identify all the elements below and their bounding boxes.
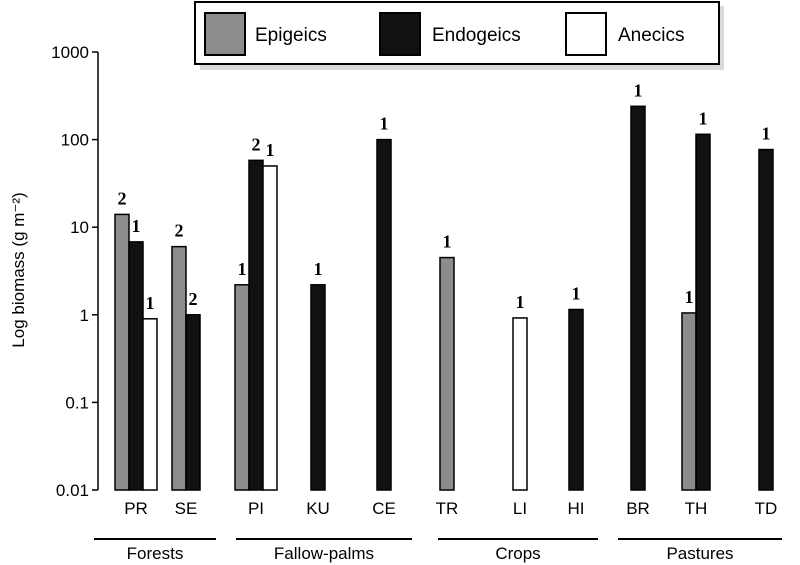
bar-value-label: 1 bbox=[634, 80, 643, 100]
bar-endogeics-br bbox=[630, 105, 646, 491]
x-tick-label-th: TH bbox=[685, 499, 708, 518]
x-tick-label-pr: PR bbox=[124, 499, 148, 518]
bar-value-label: 1 bbox=[266, 140, 275, 160]
bar-value-label: 1 bbox=[314, 259, 323, 279]
group-label-forests: Forests bbox=[127, 544, 184, 563]
y-axis-ticks: 0.01 0.1 1 10 100 1000 bbox=[51, 43, 98, 500]
bar-value-label: 2 bbox=[252, 134, 261, 154]
bar-value-label: 1 bbox=[685, 287, 694, 307]
legend-swatch-endogeics bbox=[379, 12, 421, 56]
group-label-crops: Crops bbox=[495, 544, 540, 563]
bar-value-label: 1 bbox=[380, 114, 389, 134]
y-tick-label: 0.01 bbox=[56, 481, 89, 500]
y-tick-label: 1000 bbox=[51, 43, 89, 62]
bar-value-label: 1 bbox=[699, 108, 708, 128]
bar-epigeics-th bbox=[681, 312, 697, 491]
bar-value-label: 1 bbox=[443, 232, 452, 252]
bar-endogeics-pi bbox=[248, 159, 264, 491]
bar-anecics-pi bbox=[262, 165, 278, 491]
bar-value-label: 2 bbox=[118, 188, 127, 208]
x-tick-label-tr: TR bbox=[436, 499, 459, 518]
legend-label-epigeics: Epigeics bbox=[255, 25, 327, 46]
bar-anecics-pr bbox=[142, 318, 158, 491]
legend-label-anecics: Anecics bbox=[618, 25, 685, 46]
group-label-pastures: Pastures bbox=[666, 544, 733, 563]
bar-endogeics-pr bbox=[128, 241, 144, 491]
x-tick-label-ku: KU bbox=[306, 499, 330, 518]
bar-epigeics-se bbox=[171, 245, 187, 491]
bar-epigeics-tr bbox=[439, 256, 455, 491]
bar-endogeics-ku bbox=[310, 284, 326, 491]
y-tick-label: 10 bbox=[70, 218, 89, 237]
y-axis-label: Log biomass (g m⁻²) bbox=[9, 192, 28, 347]
x-tick-label-br: BR bbox=[626, 499, 650, 518]
x-tick-label-pi: PI bbox=[248, 499, 264, 518]
group-brackets: Forests Fallow-palms Crops Pastures bbox=[94, 538, 782, 563]
bar-value-label: 1 bbox=[516, 292, 525, 312]
bar-endogeics-hi bbox=[568, 308, 584, 491]
bar-value-label: 1 bbox=[146, 293, 155, 313]
group-label-fallow-palms: Fallow-palms bbox=[274, 544, 374, 563]
x-tick-label-ce: CE bbox=[372, 499, 396, 518]
x-tick-label-td: TD bbox=[755, 499, 778, 518]
x-tick-label-hi: HI bbox=[568, 499, 585, 518]
y-tick-label: 100 bbox=[61, 131, 89, 150]
legend: Epigeics Endogeics Anecics bbox=[194, 1, 724, 70]
y-tick-label: 1 bbox=[80, 306, 89, 325]
bar-anecics-li bbox=[512, 317, 528, 491]
legend-label-endogeics: Endogeics bbox=[432, 25, 521, 46]
bars-layer bbox=[114, 105, 774, 491]
legend-swatch-epigeics bbox=[204, 12, 246, 56]
bar-value-label: 2 bbox=[175, 221, 184, 241]
bar-value-label: 1 bbox=[762, 124, 771, 144]
bar-value-label: 1 bbox=[132, 216, 141, 236]
bar-epigeics-pr bbox=[114, 213, 130, 491]
x-axis-labels: PR SE PI KU CE TR LI HI BR TH TD bbox=[124, 499, 777, 518]
x-tick-label-se: SE bbox=[175, 499, 198, 518]
legend-swatch-anecics bbox=[565, 12, 607, 56]
bar-epigeics-pi bbox=[234, 284, 250, 491]
bar-endogeics-ce bbox=[376, 138, 392, 491]
x-tick-label-li: LI bbox=[513, 499, 527, 518]
bar-value-label: 1 bbox=[238, 259, 247, 279]
y-tick-label: 0.1 bbox=[65, 393, 89, 412]
bar-endogeics-se bbox=[185, 314, 201, 491]
bar-value-label: 1 bbox=[572, 283, 581, 303]
bar-endogeics-td bbox=[758, 148, 774, 491]
legend-box bbox=[194, 1, 720, 65]
bar-endogeics-th bbox=[695, 133, 711, 491]
bar-value-label: 2 bbox=[189, 289, 198, 309]
